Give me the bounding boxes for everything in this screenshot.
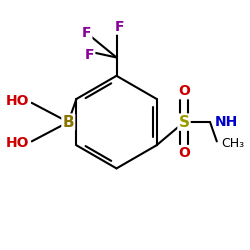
Text: S: S [178,114,190,130]
Text: B: B [62,114,74,130]
Text: O: O [178,146,190,160]
Text: F: F [115,20,124,34]
Text: NH: NH [215,115,238,129]
Text: CH₃: CH₃ [222,137,245,150]
Text: F: F [85,48,94,62]
Text: HO: HO [6,136,30,150]
Text: HO: HO [6,94,30,108]
Text: F: F [82,26,91,40]
Text: O: O [178,84,190,98]
